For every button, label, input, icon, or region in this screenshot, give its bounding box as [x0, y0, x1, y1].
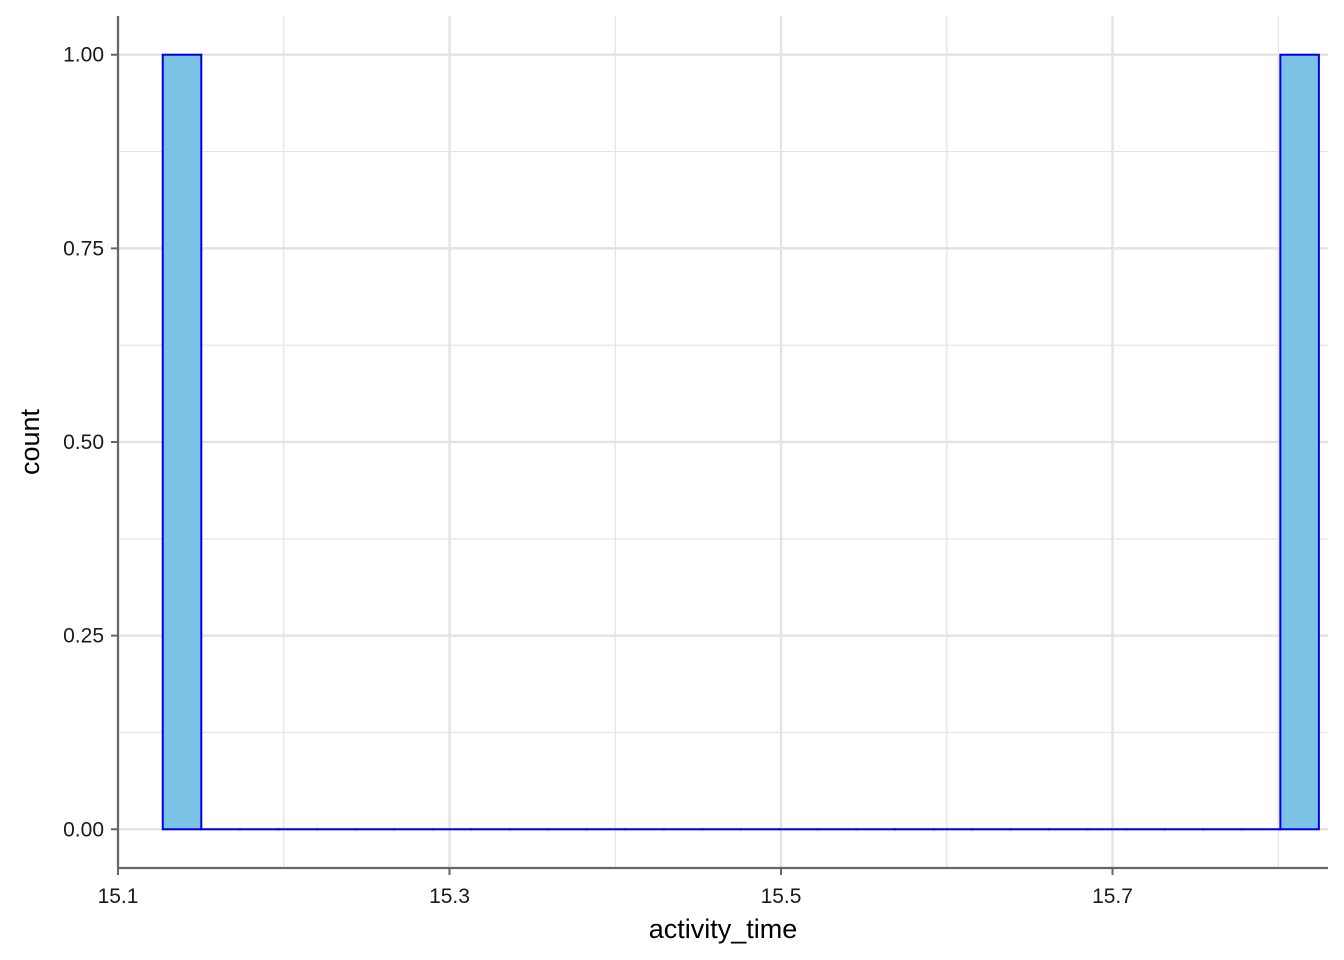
x-tick-label: 15.7: [1092, 885, 1133, 908]
y-tick-label: 0.50: [63, 431, 104, 454]
minor-grid: [118, 16, 1328, 868]
y-axis-ticks: 0.00 0.25 0.50 0.75 1.00: [63, 44, 118, 841]
major-grid: [116, 16, 1328, 868]
x-axis-ticks: 15.1 15.3 15.5 15.7: [98, 868, 1133, 908]
histogram-bar: [161, 53, 203, 831]
histogram-bars: [161, 53, 1320, 831]
y-tick-label: 0.75: [63, 237, 104, 260]
y-tick-label: 0.00: [63, 818, 104, 841]
histogram-bar: [1279, 53, 1320, 831]
x-tick-label: 15.5: [761, 885, 802, 908]
x-tick-label: 15.1: [98, 885, 139, 908]
y-tick-label: 1.00: [63, 44, 104, 67]
x-axis-title: activity_time: [649, 914, 798, 944]
x-tick-label: 15.3: [429, 885, 470, 908]
y-axis-title: count: [15, 408, 45, 475]
y-tick-label: 0.25: [63, 625, 104, 648]
